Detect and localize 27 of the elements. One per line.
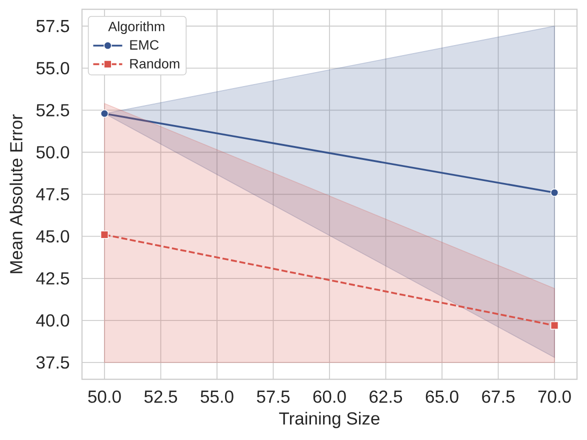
y-tick-label: 52.5 — [36, 104, 70, 116]
x-axis-title: Training Size — [279, 412, 380, 428]
y-tick-label: 55.0 — [36, 62, 70, 74]
y-tick-label: 42.5 — [36, 272, 70, 285]
x-tick-label: 60.0 — [313, 390, 346, 403]
point — [550, 188, 559, 197]
point — [550, 321, 559, 330]
y-tick-label: 37.5 — [36, 356, 70, 369]
y-tick-label: 45.0 — [36, 230, 70, 243]
legend-label: EMC — [130, 40, 159, 50]
y-axis-title: Mean Absolute Error — [10, 114, 22, 274]
x-tick-label: 57.5 — [256, 390, 290, 403]
y-tick-label: 47.5 — [36, 188, 70, 200]
x-tick-label: 55.0 — [200, 390, 234, 403]
legend-title: Algorithm — [108, 21, 164, 34]
y-tick-label: 50.0 — [36, 146, 70, 158]
x-tick-label: 52.5 — [144, 390, 178, 403]
legend-label: Random — [130, 58, 180, 68]
x-tick-label: 62.5 — [370, 390, 402, 403]
x-tick-label: 50.0 — [88, 390, 121, 403]
y-tick-label: 40.0 — [36, 314, 70, 327]
x-tick-label: 67.5 — [482, 390, 515, 403]
x-tick-label: 70.0 — [538, 390, 571, 403]
x-tick-label: 65.0 — [426, 390, 458, 403]
y-tick-label: 57.5 — [36, 20, 70, 32]
point — [100, 109, 109, 118]
point — [100, 230, 109, 239]
